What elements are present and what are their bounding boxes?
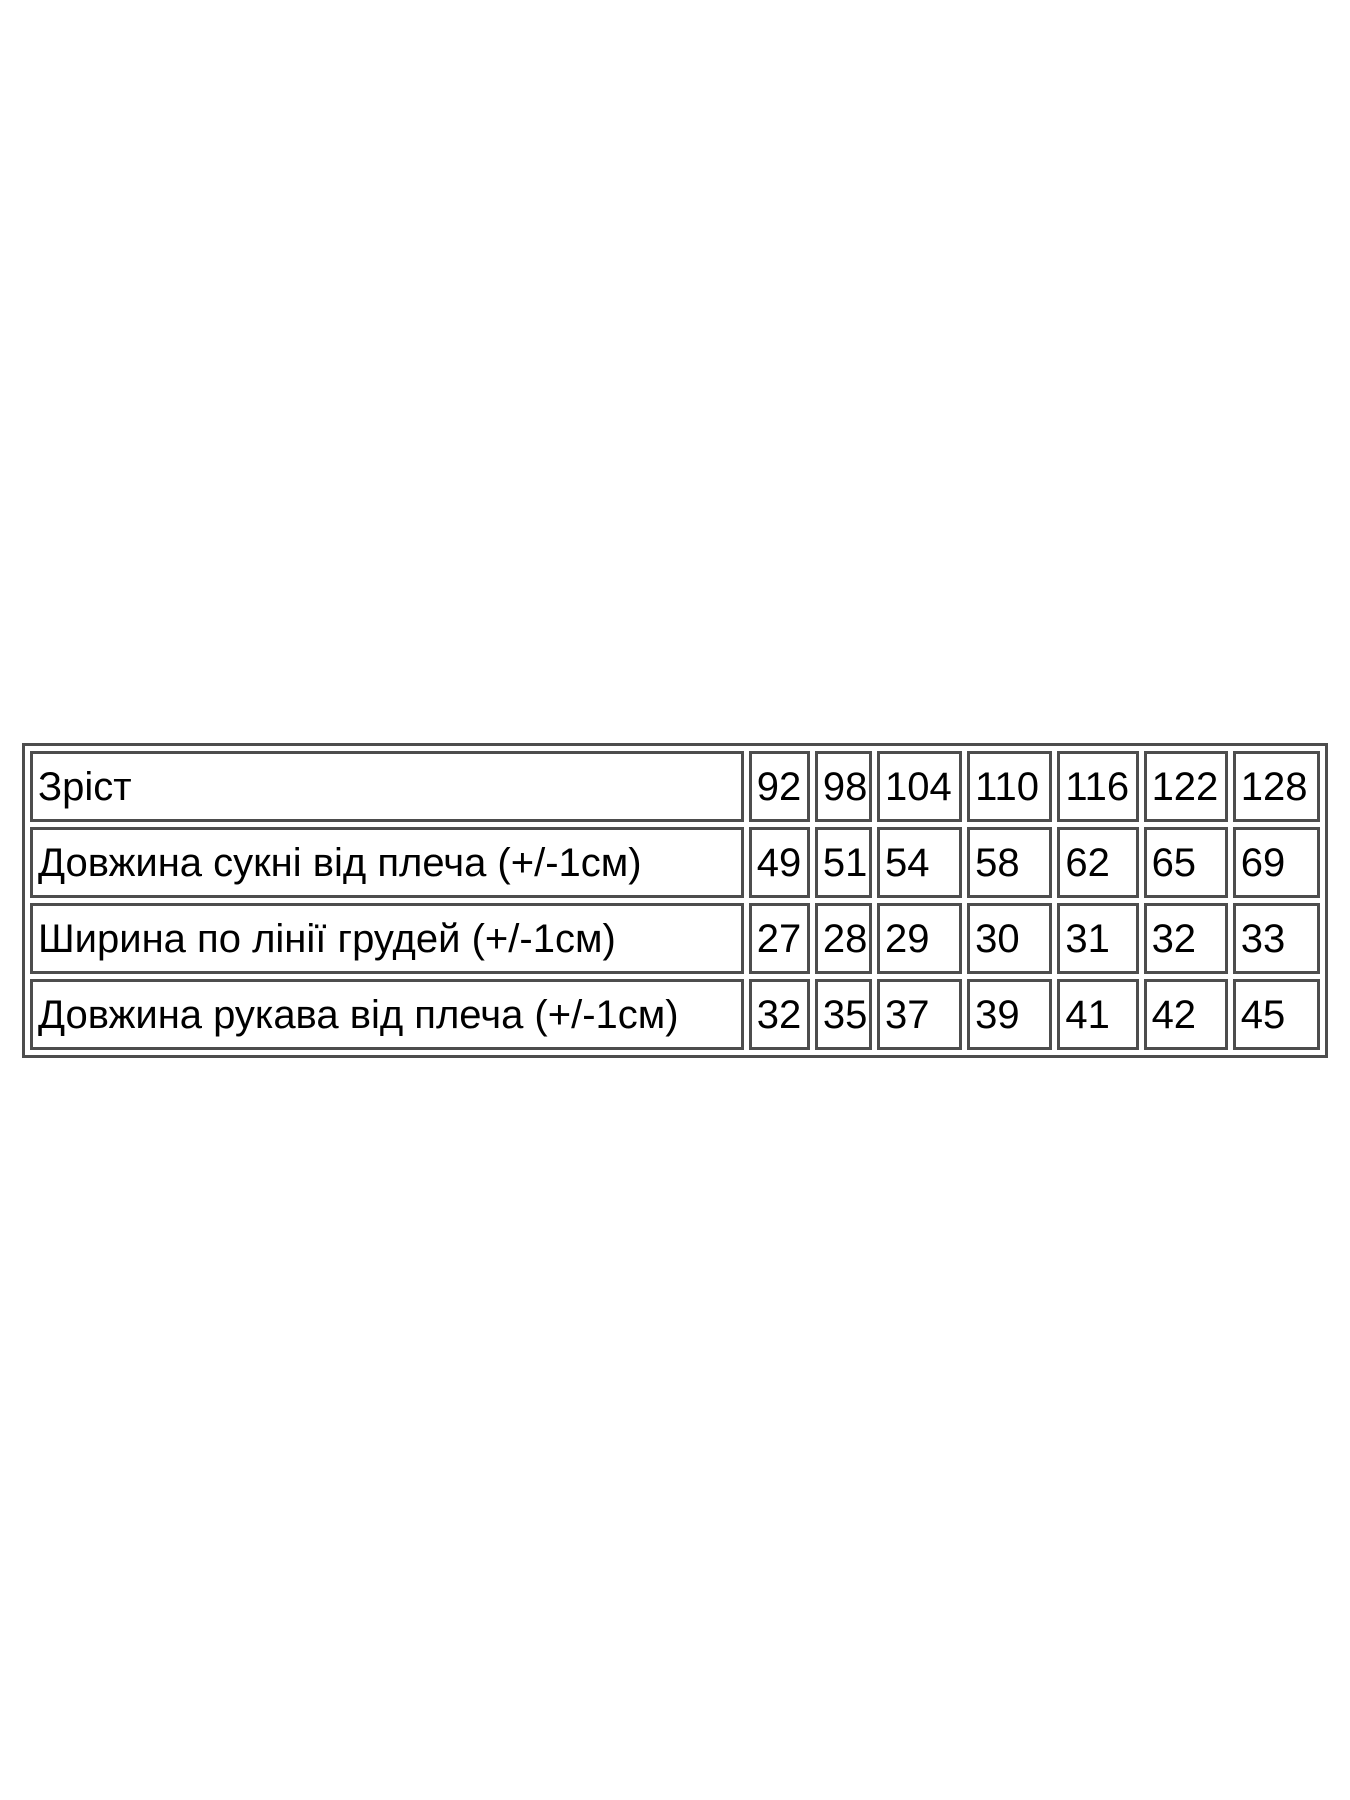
measurement-value-cell: 39 — [967, 979, 1053, 1050]
measurement-value-cell: 32 — [1143, 903, 1228, 974]
size-chart-table: Зріст 92 98 104 110 116 122 128 Довжина … — [22, 743, 1328, 1058]
measurement-value-cell: 45 — [1232, 979, 1320, 1050]
measurement-value-cell: 65 — [1143, 827, 1228, 898]
measurement-value-cell: 35 — [814, 979, 872, 1050]
measurement-value-cell: 54 — [876, 827, 963, 898]
table-row-chest-width: Ширина по лінії грудей (+/-1см) 27 28 29… — [30, 903, 1320, 974]
measurement-value-cell: 49 — [748, 827, 810, 898]
measurement-value-cell: 32 — [748, 979, 810, 1050]
size-header-cell: 110 — [967, 751, 1053, 822]
measurement-value-cell: 28 — [814, 903, 872, 974]
measurement-value-cell: 27 — [748, 903, 810, 974]
measurement-label-cell: Довжина рукава від плеча (+/-1см) — [30, 979, 744, 1050]
table-row-header: Зріст 92 98 104 110 116 122 128 — [30, 751, 1320, 822]
size-header-cell: 92 — [748, 751, 810, 822]
measurement-value-cell: 29 — [876, 903, 963, 974]
measurement-value-cell: 41 — [1057, 979, 1139, 1050]
measurement-value-cell: 37 — [876, 979, 963, 1050]
size-header-cell: 104 — [876, 751, 963, 822]
measurement-value-cell: 62 — [1057, 827, 1139, 898]
measurement-value-cell: 42 — [1143, 979, 1228, 1050]
size-header-cell: 122 — [1143, 751, 1228, 822]
measurement-value-cell: 31 — [1057, 903, 1139, 974]
corner-cell-height-label: Зріст — [30, 751, 744, 822]
size-header-cell: 116 — [1057, 751, 1139, 822]
measurement-value-cell: 33 — [1232, 903, 1320, 974]
size-header-cell: 128 — [1232, 751, 1320, 822]
size-header-cell: 98 — [814, 751, 872, 822]
measurement-label-cell: Ширина по лінії грудей (+/-1см) — [30, 903, 744, 974]
measurement-value-cell: 69 — [1232, 827, 1320, 898]
measurement-value-cell: 51 — [814, 827, 872, 898]
table-row-sleeve-length: Довжина рукава від плеча (+/-1см) 32 35 … — [30, 979, 1320, 1050]
measurement-label-cell: Довжина сукні від плеча (+/-1см) — [30, 827, 744, 898]
measurement-value-cell: 30 — [967, 903, 1053, 974]
measurement-value-cell: 58 — [967, 827, 1053, 898]
table-row-dress-length: Довжина сукні від плеча (+/-1см) 49 51 5… — [30, 827, 1320, 898]
